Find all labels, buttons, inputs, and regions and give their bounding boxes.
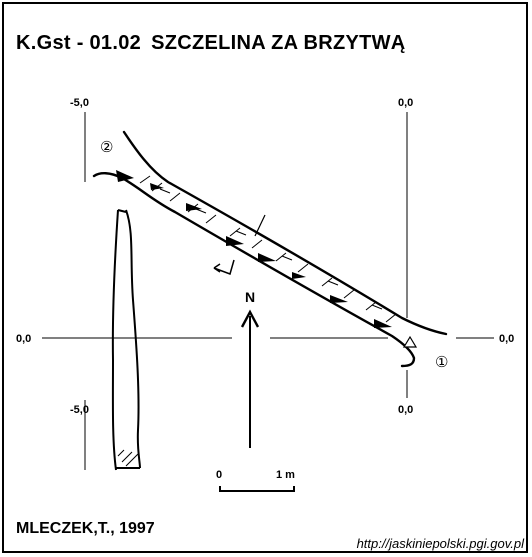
cave-code: K.Gst - 01.02 — [16, 32, 142, 54]
scale-start-label: 0 — [216, 469, 222, 481]
floor-hatching — [139, 175, 397, 323]
cross-section-line — [254, 214, 266, 237]
profile-wall-left — [111, 209, 119, 471]
cave-name: SZCZELINA ZA BRZYTWĄ — [151, 32, 406, 54]
profile-wall-right — [125, 209, 141, 469]
grid-label-right-bottom: 0,0 — [398, 404, 413, 416]
grid-label-right-top: 0,0 — [398, 97, 413, 109]
passage-outline — [92, 130, 448, 368]
slope-arrow-icon — [213, 259, 235, 275]
scale-end-label: 1 m — [276, 469, 295, 481]
passage-wall-upper — [122, 130, 448, 336]
grid-label-left-top: -5,0 — [70, 97, 89, 109]
map-frame — [2, 2, 528, 553]
point-2-marker: ② — [100, 139, 113, 156]
north-arrow-icon — [240, 309, 260, 328]
grid-lines — [42, 112, 494, 470]
author-credit: MLECZEK,T., 1997 — [16, 520, 155, 537]
grid-label-left-bottom: -5,0 — [70, 404, 89, 416]
scale-bar: 0 1 m — [216, 469, 295, 492]
point-1-marker: ① — [435, 354, 448, 371]
survey-point-triangle — [402, 335, 418, 348]
profile-hatch — [117, 449, 139, 467]
grid-label-horizontal-right: 0,0 — [499, 333, 514, 345]
north-arrow: N — [240, 289, 260, 448]
grid-label-horizontal-left: 0,0 — [16, 333, 31, 345]
passage-wall-lower — [92, 172, 416, 368]
map-title: K.Gst - 01.02 SZCZELINA ZA BRZYTWĄ — [16, 32, 406, 55]
rubble-blocks — [116, 170, 392, 328]
vertical-profile — [111, 209, 141, 471]
profile-top — [117, 209, 127, 213]
source-link[interactable]: http://jaskiniepolski.pgi.gov.pl — [356, 536, 524, 551]
north-label: N — [245, 289, 255, 305]
